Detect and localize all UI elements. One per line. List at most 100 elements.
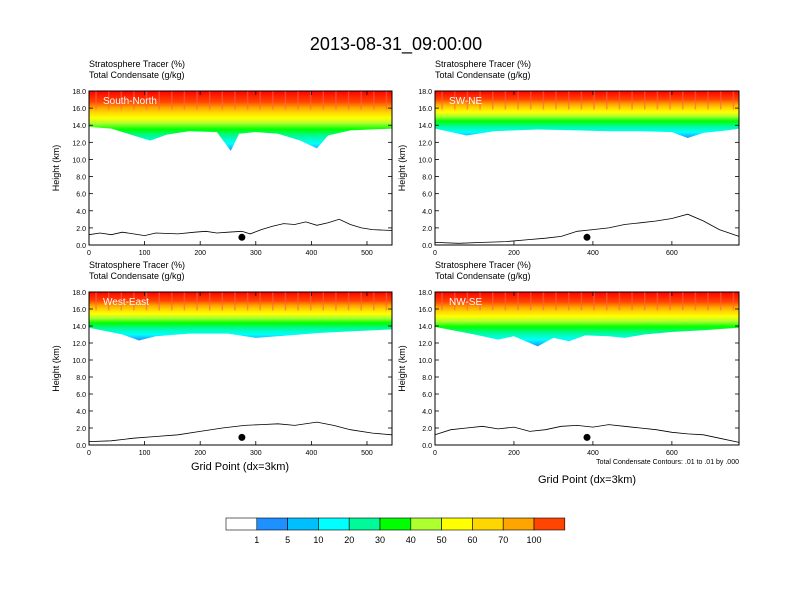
tracer-streak <box>669 91 671 110</box>
y-tick-label: 14.0 <box>418 123 432 130</box>
location-marker <box>583 433 591 441</box>
tracer-streak <box>593 292 595 311</box>
x-tick-label: 100 <box>139 250 151 257</box>
colorbar-box <box>318 517 350 531</box>
x-tick-label: 0 <box>433 450 437 457</box>
y-tick-label: 12.0 <box>418 341 432 348</box>
y-tick-label: 0.0 <box>76 243 86 250</box>
tracer-streak <box>479 292 481 311</box>
x-tick-label: 300 <box>250 250 262 257</box>
y-tick-label: 18.0 <box>418 89 432 96</box>
colorbar-box <box>287 517 319 531</box>
tracer-streak <box>208 91 211 110</box>
tracer-streak <box>441 292 443 311</box>
y-tick-label: 6.0 <box>422 392 432 399</box>
tracer-streak <box>145 292 148 311</box>
tracer-streak <box>385 292 388 311</box>
y-tick-label: 16.0 <box>418 307 432 314</box>
y-tick-label: 0.0 <box>422 443 432 450</box>
tracer-streak <box>373 292 375 311</box>
tracer-streak <box>555 91 557 110</box>
tracer-streak <box>171 91 173 110</box>
y-tick-label: 0.0 <box>76 443 86 450</box>
tracer-streak <box>196 292 198 311</box>
y-tick-label: 10.0 <box>418 157 432 164</box>
tracer-streak <box>618 292 621 311</box>
tracer-streak <box>145 91 148 110</box>
y-tick-label: 2.0 <box>76 426 86 433</box>
tracer-streak <box>669 292 671 311</box>
tracer-streak <box>466 91 469 110</box>
y-tick-label: 12.0 <box>418 140 432 147</box>
tracer-streak <box>656 91 659 110</box>
panels: Stratosphere Tracer (%)Total Condensate … <box>51 59 740 457</box>
y-tick-label: 18.0 <box>72 89 86 96</box>
tracer-streak <box>95 292 97 311</box>
x-tick-label: 400 <box>306 250 318 257</box>
tracer-streak <box>272 292 274 311</box>
y-tick-label: 14.0 <box>72 324 86 331</box>
tracer-streak <box>593 91 595 110</box>
tracer-streak <box>234 292 236 311</box>
tracer-streak <box>542 292 545 311</box>
colorbar-box <box>502 517 535 531</box>
y-tick-label: 16.0 <box>72 106 86 113</box>
plot-frame <box>434 90 740 246</box>
x-tick-label: 600 <box>666 250 678 257</box>
x-tick-label: 600 <box>666 450 678 457</box>
tracer-streak <box>631 292 633 311</box>
tracer-streak <box>466 292 469 311</box>
location-marker <box>583 233 591 241</box>
terrain-line <box>434 424 740 443</box>
colorbar-box <box>410 517 442 531</box>
tracer-streak <box>720 292 722 311</box>
y-tick-label: 16.0 <box>418 106 432 113</box>
tracer-streak <box>454 91 456 110</box>
x-tick-label: 200 <box>194 250 206 257</box>
colorbar-box <box>256 517 288 531</box>
figure-title: 2013-08-31_09:00:00 <box>310 34 482 55</box>
tracer-streak <box>133 292 135 311</box>
tracer-streak <box>171 292 173 311</box>
plot-frame <box>88 90 393 246</box>
tracer-streak <box>133 91 135 110</box>
variable-label: Stratosphere Tracer (%) <box>89 260 185 270</box>
x-tick-label: 0 <box>87 450 91 457</box>
tracer-streak <box>259 292 261 311</box>
tracer-streak <box>234 91 236 110</box>
tracer-streak <box>631 91 633 110</box>
tracer-streak <box>720 91 722 110</box>
colorbar-box <box>379 517 412 531</box>
tracer-streak <box>441 91 443 110</box>
y-tick-label: 16.0 <box>72 307 86 314</box>
tracer-streak <box>95 91 97 110</box>
x-tick-label: 300 <box>250 450 262 457</box>
tracer-streak <box>542 91 545 110</box>
tracer-streak <box>555 292 557 311</box>
tracer-streak <box>580 91 583 110</box>
variable-label: Stratosphere Tracer (%) <box>435 59 531 69</box>
tracer-streak <box>120 292 123 311</box>
tracer-streak <box>183 91 186 110</box>
tracer-streak <box>694 292 697 311</box>
tracer-streak <box>618 91 621 110</box>
tracer-streak <box>221 91 224 110</box>
tracer-streak <box>284 292 287 311</box>
panel-west-east: Stratosphere Tracer (%)Total Condensate … <box>51 260 393 457</box>
y-tick-label: 12.0 <box>72 341 86 348</box>
colorbar-box <box>225 517 258 531</box>
x-tick-label: 200 <box>508 450 520 457</box>
colorbar-label: 1 <box>254 535 259 545</box>
contour-label: Total Condensate (g/kg) <box>89 271 185 281</box>
y-axis-label: Height (km) <box>397 345 407 392</box>
colorbar: 1 5 10 20 30 40 50 60 70 100 <box>225 517 566 545</box>
tracer-streak <box>517 91 519 110</box>
colorbar-label: 60 <box>467 535 477 545</box>
tracer-streak <box>707 292 709 311</box>
x-tick-label: 400 <box>587 450 599 457</box>
y-tick-label: 10.0 <box>72 358 86 365</box>
tracer-streak <box>568 91 570 110</box>
x-tick-label: 500 <box>361 250 373 257</box>
x-tick-label: 500 <box>361 450 373 457</box>
terrain-line <box>88 218 393 237</box>
